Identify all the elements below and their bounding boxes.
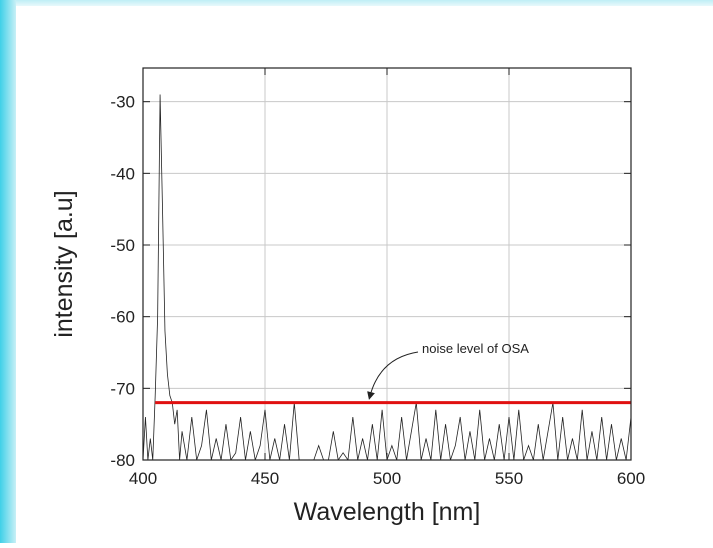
spectrum-line (143, 94, 631, 460)
x-tick-label: 500 (373, 469, 401, 488)
x-tick-label: 600 (617, 469, 645, 488)
y-tick-label: -60 (110, 308, 135, 327)
x-tick-label: 550 (495, 469, 523, 488)
x-axis-label: Wavelength [nm] (294, 498, 481, 526)
y-tick-label: -80 (110, 451, 135, 470)
annotation: noise level of OSA (422, 341, 529, 356)
left-strip (0, 0, 16, 543)
top-strip (0, 0, 713, 6)
y-tick-label: -50 (110, 236, 135, 255)
y-tick-label: -40 (110, 164, 135, 183)
y-axis-label: intensity [a.u] (50, 190, 78, 337)
x-tick-label: 450 (251, 469, 279, 488)
y-tick-label: -30 (110, 93, 135, 112)
x-tick-label: 400 (129, 469, 157, 488)
annotation-arrow (367, 351, 419, 400)
y-tick-label: -70 (110, 379, 135, 398)
